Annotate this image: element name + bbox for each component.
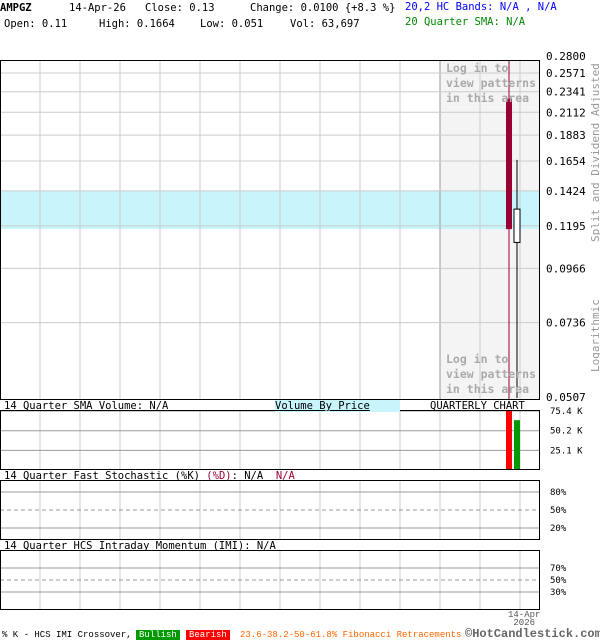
price-tick-label: 0.2112 bbox=[546, 106, 586, 119]
osc-tick-label: 50% bbox=[550, 506, 567, 516]
panel-border bbox=[0, 410, 540, 470]
volume-by-price-band bbox=[0, 190, 540, 230]
login-overlay-bottom[interactable]: Log in to view patterns in this area bbox=[446, 352, 537, 396]
price-tick-label: 0.1654 bbox=[546, 155, 586, 168]
price-tick-label: 0.1424 bbox=[546, 185, 586, 198]
price-tick-label: 0.0966 bbox=[546, 262, 586, 275]
candle-bearish bbox=[506, 98, 512, 230]
panel-border bbox=[0, 480, 540, 540]
volume-bar bbox=[506, 411, 512, 470]
price-tick-label: 0.2571 bbox=[546, 67, 586, 80]
vbp-label: Volume By Price bbox=[275, 400, 400, 412]
login-overlay-top[interactable]: Log in to view patterns in this area bbox=[446, 61, 537, 105]
price-tick-label: 0.2800 bbox=[546, 50, 586, 63]
change: Change: 0.0100 {+8.3 %} bbox=[250, 2, 396, 14]
osc-tick-label: 30% bbox=[550, 588, 567, 598]
adjusted-note: Split and Dividend Adjusted bbox=[589, 63, 600, 242]
bullish-tag: Bullish bbox=[136, 630, 180, 640]
open: Open: 0.11 bbox=[4, 18, 68, 30]
price-tick-label: 0.0507 bbox=[546, 391, 586, 404]
chart-kind: QUARTERLY CHART bbox=[430, 400, 525, 412]
osc-tick-label: 80% bbox=[550, 488, 567, 498]
date-label: 14-Apr 2026 bbox=[508, 610, 541, 628]
price-tick-label: 0.2341 bbox=[546, 86, 586, 99]
volume-tick-label: 25.1 K bbox=[550, 446, 583, 456]
brand-logo[interactable]: ©HotCandlestick.com bbox=[465, 627, 600, 640]
stoch-title: 14 Quarter Fast Stochastic (%K) (%D): N/… bbox=[4, 470, 295, 482]
hc-bands: 20,2 HC Bands: N/A , N/A bbox=[405, 1, 557, 13]
candle-bullish bbox=[513, 208, 521, 243]
osc-tick-label: 50% bbox=[550, 576, 567, 586]
close: Close: 0.13 bbox=[145, 2, 215, 14]
high: High: 0.1664 bbox=[99, 18, 175, 30]
price-tick-label: 0.1883 bbox=[546, 129, 586, 142]
osc-tick-label: 20% bbox=[550, 524, 567, 534]
price-tick-label: 0.1195 bbox=[546, 220, 586, 233]
fib-legend: 23.6-38.2-50-61.8% Fibonacci Retracement… bbox=[240, 630, 462, 640]
bearish-tag: Bearish bbox=[186, 630, 230, 640]
low: Low: 0.051 bbox=[200, 18, 264, 30]
crossover-legend: % K - HCS IMI Crossover, bbox=[2, 630, 132, 640]
price-tick-label: 0.0736 bbox=[546, 317, 586, 330]
volume: Vol: 63,697 bbox=[290, 18, 360, 30]
log-note: Logarithmic bbox=[589, 299, 600, 372]
symbol: AMPGZ bbox=[0, 2, 32, 14]
volume-title: 14 Quarter SMA Volume: N/A bbox=[4, 400, 169, 412]
panel-border bbox=[0, 550, 540, 610]
osc-tick-label: 70% bbox=[550, 564, 567, 574]
volume-tick-label: 75.4 K bbox=[550, 407, 583, 417]
volume-bar bbox=[514, 420, 520, 470]
panel-border bbox=[0, 60, 540, 400]
date: 14-Apr-26 bbox=[69, 2, 126, 14]
sma: 20 Quarter SMA: N/A bbox=[405, 16, 526, 28]
pattern-area bbox=[440, 60, 540, 400]
volume-tick-label: 50.2 K bbox=[550, 427, 583, 437]
imi-title: 14 Quarter HCS Intraday Momentum (IMI): … bbox=[4, 540, 276, 552]
